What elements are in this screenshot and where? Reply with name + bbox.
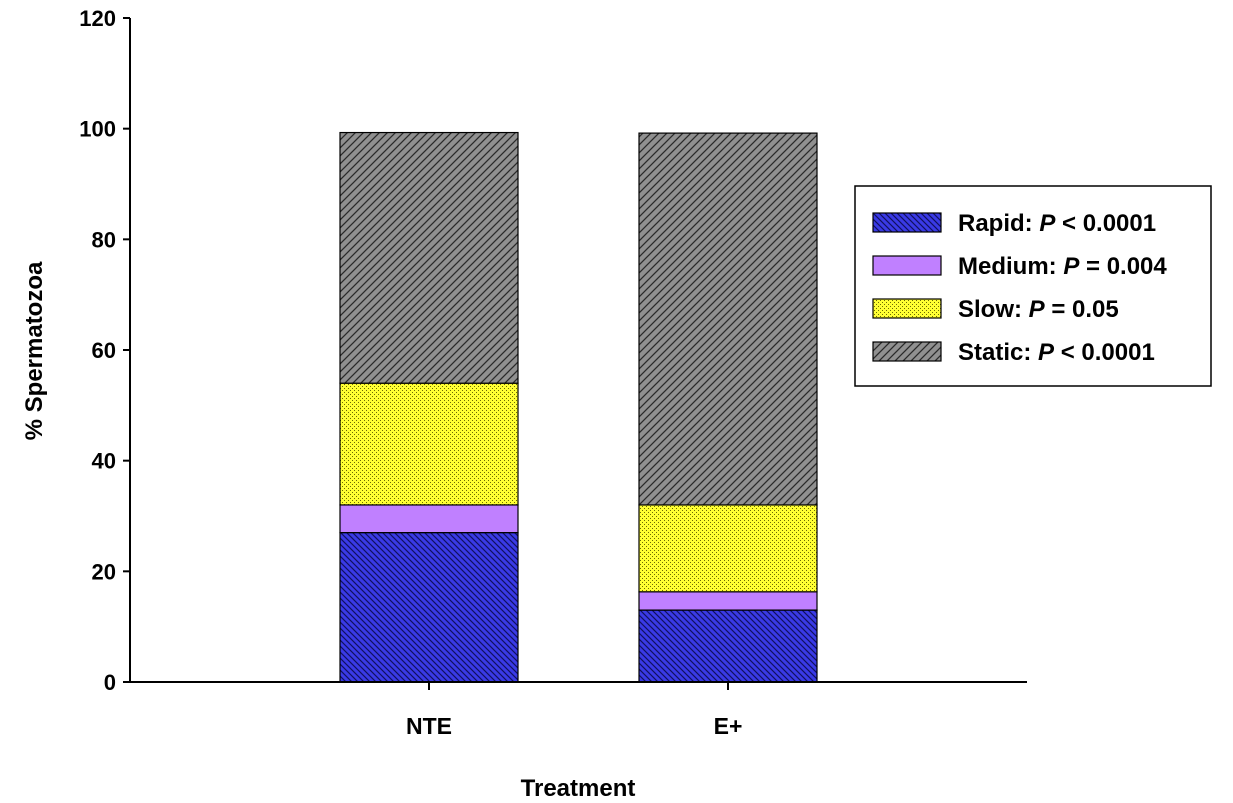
bar-segment-medium-nte — [339, 504, 519, 534]
legend-label-medium: Medium: P = 0.004 — [958, 253, 1167, 280]
bar-segment-slow-nte — [339, 382, 519, 506]
bar-segment-static-nte — [339, 131, 519, 384]
y-tick-label: 0 — [104, 670, 116, 695]
x-tick-label: NTE — [406, 713, 452, 739]
legend: Rapid: P < 0.0001 Medium: P = 0.004 Slow: … — [854, 185, 1212, 387]
legend-label-rapid: Rapid: P < 0.0001 — [958, 210, 1156, 237]
bar-segment-rapid-nte — [339, 531, 519, 683]
bar-segment-static-e — [638, 132, 818, 506]
y-tick-label: 120 — [79, 6, 116, 31]
x-tick-label: E+ — [714, 713, 743, 739]
y-tick-label: 60 — [92, 338, 116, 363]
legend-label-slow: Slow: P = 0.05 — [958, 296, 1119, 323]
x-axis-ticks: NTE E+ — [406, 682, 742, 739]
bar-segment-medium-e — [638, 591, 818, 611]
legend-swatch-medium — [872, 255, 942, 276]
bar-segment-slow-e — [638, 504, 818, 593]
y-tick-label: 20 — [92, 559, 116, 584]
y-axis-ticks: 0 20 40 60 80 100 120 — [79, 6, 130, 695]
legend-label-static: Static: P < 0.0001 — [958, 339, 1155, 366]
plot-area: 0 20 40 60 80 100 120 NTE E+ — [79, 6, 1027, 739]
x-axis-title: Treatment — [521, 775, 636, 802]
y-tick-label: 100 — [79, 117, 116, 142]
legend-swatch-static — [872, 341, 942, 362]
y-tick-label: 80 — [92, 227, 116, 252]
legend-swatch-rapid — [872, 212, 942, 233]
legend-swatch-slow — [872, 298, 942, 319]
bar-segment-rapid-e — [638, 609, 818, 683]
bars-group — [339, 131, 818, 683]
y-axis-title: % Spermatozoa — [21, 261, 48, 440]
y-tick-label: 40 — [92, 449, 116, 474]
